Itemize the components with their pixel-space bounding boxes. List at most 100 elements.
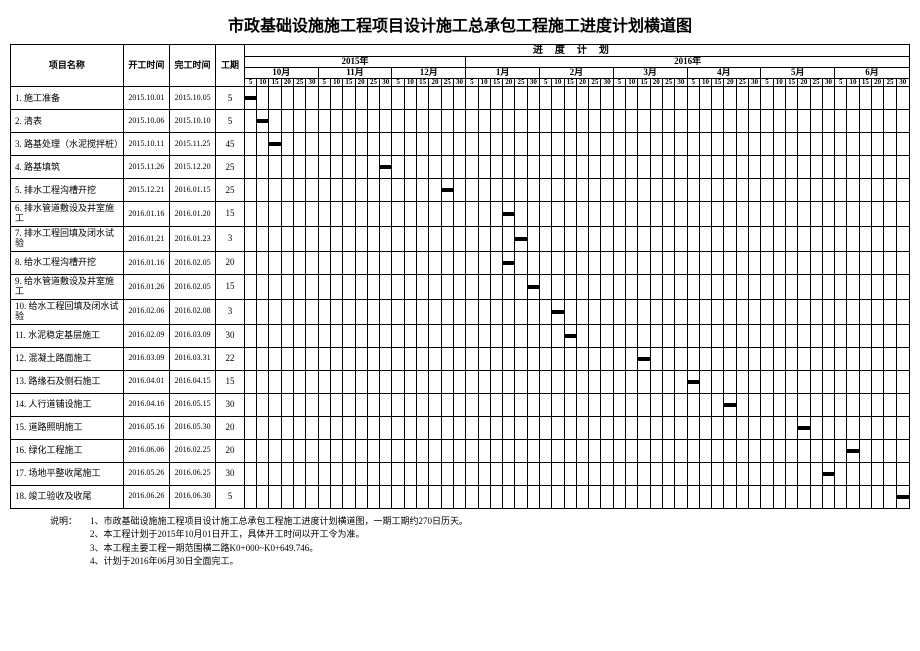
gantt-cell xyxy=(294,179,306,202)
gantt-cell xyxy=(539,252,551,275)
gantt-cell xyxy=(613,202,625,227)
gantt-cell xyxy=(306,202,318,227)
gantt-cell xyxy=(847,252,859,275)
gantt-cell xyxy=(638,202,650,227)
gantt-cell xyxy=(589,275,601,300)
gantt-cell xyxy=(564,133,576,156)
gantt-cell xyxy=(589,324,601,347)
gantt-bar xyxy=(638,357,650,361)
gantt-cell xyxy=(736,324,748,347)
tick-header: 25 xyxy=(294,78,306,87)
gantt-cell xyxy=(724,133,736,156)
gantt-cell xyxy=(896,87,909,110)
gantt-cell xyxy=(527,252,539,275)
gantt-cell xyxy=(539,439,551,462)
gantt-cell xyxy=(810,156,822,179)
table-row: 12. 混凝土路面施工2016.03.092016.03.3122 xyxy=(11,347,910,370)
gantt-cell xyxy=(355,370,367,393)
gantt-cell xyxy=(822,347,834,370)
gantt-cell xyxy=(589,347,601,370)
gantt-cell xyxy=(687,393,699,416)
tick-header: 25 xyxy=(884,78,896,87)
gantt-cell xyxy=(355,347,367,370)
gantt-cell xyxy=(872,202,884,227)
gantt-cell xyxy=(244,347,256,370)
gantt-cell xyxy=(343,370,355,393)
gantt-cell xyxy=(761,370,773,393)
gantt-cell xyxy=(343,227,355,252)
gantt-cell xyxy=(441,252,453,275)
tick-header: 30 xyxy=(306,78,318,87)
gantt-cell xyxy=(589,439,601,462)
task-start: 2016.02.09 xyxy=(123,324,169,347)
gantt-cell xyxy=(441,87,453,110)
gantt-cell xyxy=(294,347,306,370)
gantt-cell xyxy=(515,299,527,324)
gantt-cell xyxy=(306,110,318,133)
gantt-cell xyxy=(872,299,884,324)
gantt-cell xyxy=(355,485,367,508)
gantt-cell xyxy=(527,179,539,202)
gantt-cell xyxy=(515,202,527,227)
gantt-cell xyxy=(749,156,761,179)
gantt-cell xyxy=(773,275,785,300)
gantt-cell xyxy=(785,299,797,324)
gantt-bar xyxy=(503,212,514,216)
gantt-cell xyxy=(662,87,674,110)
task-start: 2016.02.06 xyxy=(123,299,169,324)
gantt-cell xyxy=(417,227,429,252)
gantt-cell xyxy=(380,252,392,275)
gantt-cell xyxy=(626,324,638,347)
gantt-cell xyxy=(367,324,379,347)
gantt-cell xyxy=(798,275,810,300)
gantt-cell xyxy=(380,439,392,462)
gantt-cell xyxy=(859,393,871,416)
gantt-cell xyxy=(490,156,502,179)
gantt-cell xyxy=(724,202,736,227)
gantt-cell xyxy=(355,324,367,347)
gantt-cell xyxy=(736,110,748,133)
gantt-cell xyxy=(712,370,724,393)
task-name: 10. 给水工程回填及闭水试验 xyxy=(11,299,124,324)
tick-header: 25 xyxy=(810,78,822,87)
gantt-cell xyxy=(478,87,490,110)
gantt-cell xyxy=(417,439,429,462)
gantt-cell xyxy=(417,156,429,179)
gantt-cell xyxy=(872,324,884,347)
task-start: 2015.11.26 xyxy=(123,156,169,179)
gantt-cell xyxy=(835,370,847,393)
gantt-cell xyxy=(662,416,674,439)
gantt-cell xyxy=(712,252,724,275)
task-dur: 20 xyxy=(216,252,245,275)
year-2016: 2016年 xyxy=(466,57,910,68)
gantt-cell xyxy=(441,179,453,202)
gantt-cell xyxy=(773,439,785,462)
task-name: 8. 给水工程沟槽开挖 xyxy=(11,252,124,275)
gantt-cell xyxy=(552,179,564,202)
gantt-cell xyxy=(675,179,687,202)
gantt-cell xyxy=(294,299,306,324)
gantt-cell xyxy=(490,393,502,416)
gantt-cell xyxy=(650,485,662,508)
gantt-cell xyxy=(404,324,416,347)
gantt-cell xyxy=(539,179,551,202)
gantt-cell xyxy=(429,462,441,485)
gantt-cell xyxy=(662,202,674,227)
gantt-cell xyxy=(613,299,625,324)
tick-header: 10 xyxy=(478,78,490,87)
gantt-cell xyxy=(896,202,909,227)
gantt-cell xyxy=(699,324,711,347)
gantt-cell xyxy=(847,133,859,156)
gantt-cell xyxy=(650,110,662,133)
task-start: 2016.06.06 xyxy=(123,439,169,462)
gantt-cell xyxy=(761,485,773,508)
gantt-cell xyxy=(712,202,724,227)
gantt-cell xyxy=(761,324,773,347)
gantt-cell xyxy=(761,275,773,300)
gantt-cell xyxy=(330,462,342,485)
gantt-cell xyxy=(515,87,527,110)
gantt-cell xyxy=(318,87,330,110)
gantt-cell xyxy=(626,485,638,508)
gantt-cell xyxy=(343,393,355,416)
gantt-cell xyxy=(761,179,773,202)
